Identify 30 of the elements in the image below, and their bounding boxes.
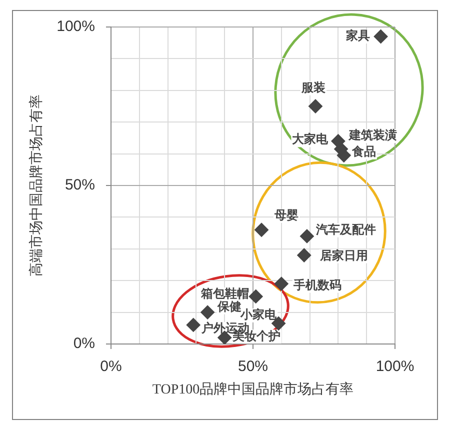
series-label: 居家日用 <box>319 248 368 262</box>
point <box>300 229 314 244</box>
point <box>186 318 200 332</box>
point <box>200 305 215 320</box>
series-label: 箱包鞋帽 <box>200 286 249 301</box>
y-tick-label: 100% <box>56 18 95 36</box>
point <box>248 289 263 304</box>
point <box>297 248 312 262</box>
point <box>331 134 346 148</box>
x-axis-title: TOP100品牌中国品牌市场占有率 <box>152 382 354 398</box>
series-label: 汽车及配件 <box>314 222 376 236</box>
x-tick-label: 50% <box>238 358 268 376</box>
series-label: 食品 <box>350 144 376 159</box>
x-tick-label: 100% <box>376 358 414 376</box>
point <box>308 99 322 114</box>
series-label: 大家电 <box>292 132 330 146</box>
y-tick-label: 0% <box>73 335 95 352</box>
series-label: 建筑装潢 <box>348 128 398 142</box>
y-axis-title: 高端市场中国品牌市场占有率 <box>28 94 45 276</box>
series-label: 保健 <box>216 299 242 314</box>
point <box>374 30 388 44</box>
y-tick-label: 50% <box>64 176 95 194</box>
series-label: 家具 <box>344 28 370 43</box>
series-label: 手机数码 <box>292 278 342 292</box>
x-tick-label: 0% <box>100 358 122 376</box>
point <box>274 276 288 291</box>
series-label: 母婴 <box>274 208 299 222</box>
point <box>254 222 269 237</box>
series-label: 小家电 <box>240 308 278 322</box>
series-label: 服装 <box>300 80 326 94</box>
